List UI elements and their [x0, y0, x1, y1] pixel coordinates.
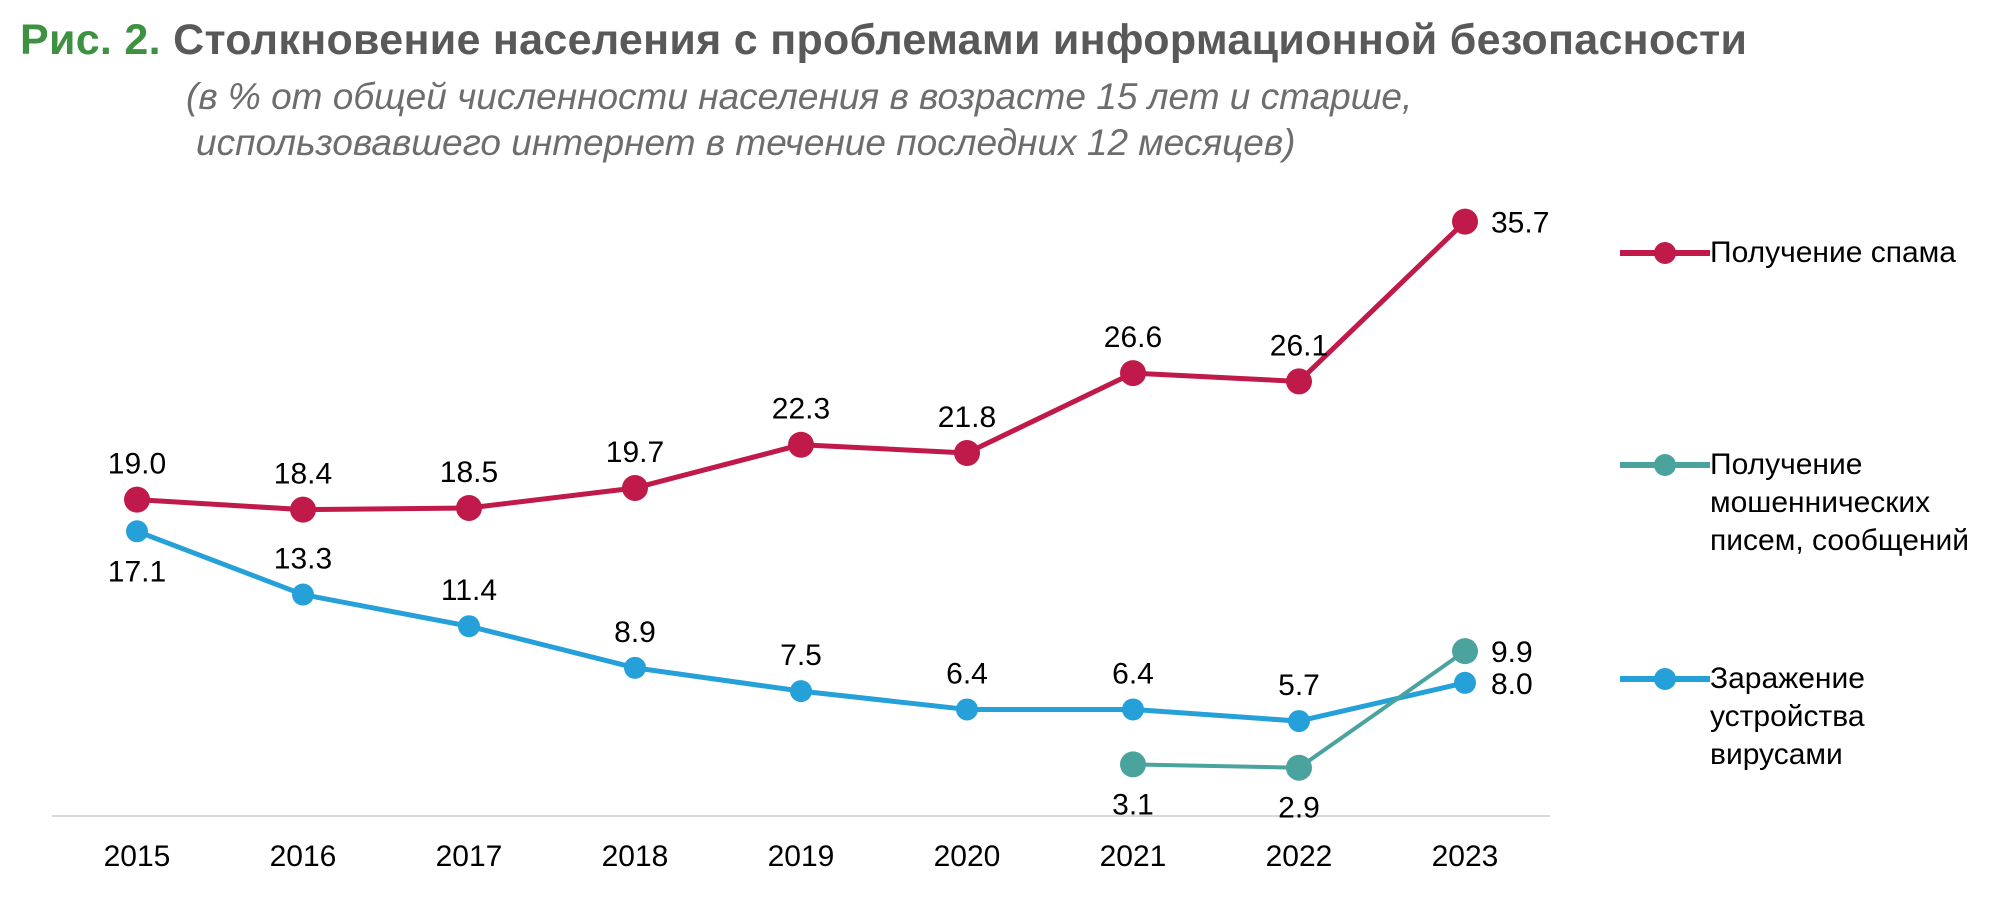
- legend-marker: [1654, 454, 1676, 476]
- legend-label-spam: Получение спама: [1710, 236, 1956, 269]
- data-label-1-2021: 3.1: [1112, 788, 1154, 821]
- data-point-2-2015: [126, 520, 148, 543]
- data-label-0-2022: 26.1: [1270, 329, 1328, 362]
- x-tick-label-2021: 2021: [1100, 840, 1167, 873]
- legend-marker: [1654, 668, 1676, 690]
- data-point-0-2022: [1286, 368, 1312, 395]
- data-point-2-2020: [956, 698, 978, 721]
- legend-marker: [1654, 242, 1676, 264]
- series-2: 17.1 13.3 11.4 8.9 7.5 6.4 6.4 5.7 8.0: [108, 520, 1533, 733]
- x-tick-label-2023: 2023: [1432, 840, 1499, 873]
- legend-item-fraud: Получение мошеннических писем, сообщений: [1620, 448, 2010, 560]
- data-point-2-2021: [1122, 698, 1144, 721]
- data-label-0-2021: 26.6: [1104, 321, 1162, 354]
- data-label-2-2021: 6.4: [1112, 657, 1154, 690]
- data-label-1-2023: 9.9: [1491, 636, 1533, 669]
- legend-label-fraud: Получение мошеннических писем, сообщений: [1710, 448, 1969, 557]
- data-point-0-2017: [456, 494, 482, 521]
- series-0: 19.0 18.4 18.5 19.7 22.3 21.8 26.6 26.1 35.7: [108, 207, 1549, 523]
- data-label-2-2020: 6.4: [946, 657, 988, 690]
- data-point-1-2023: [1452, 638, 1478, 665]
- data-point-2-2016: [292, 583, 314, 606]
- data-label-0-2015: 19.0: [108, 448, 166, 481]
- data-point-0-2020: [954, 440, 980, 467]
- legend-item-virus: Заражение устройства вирусами: [1620, 662, 2010, 774]
- data-label-0-2018: 19.7: [606, 436, 664, 469]
- data-point-0-2021: [1120, 360, 1146, 387]
- chart-subtitle: (в % от общей численности населения в во…: [186, 74, 1412, 166]
- x-tick-label-2019: 2019: [768, 840, 835, 873]
- series-1: 3.1 2.9 9.9: [1112, 636, 1533, 825]
- legend-swatch-spam: [1620, 238, 1710, 268]
- data-label-2-2019: 7.5: [780, 639, 822, 672]
- data-point-2-2018: [624, 656, 646, 679]
- subtitle-line-1: (в % от общей численности населения в во…: [186, 76, 1413, 117]
- title-text: Столкновение населения с проблемами инфо…: [173, 16, 1748, 64]
- series-layer: 19.0 18.4 18.5 19.7 22.3 21.8 26.6 26.1 35.7 17.1…: [108, 207, 1550, 825]
- legend-swatch-virus: [1620, 664, 1710, 694]
- x-tick-label-2020: 2020: [934, 840, 1001, 873]
- data-label-2-2015: 17.1: [108, 555, 166, 588]
- data-point-1-2021: [1120, 751, 1146, 778]
- data-point-2-2017: [458, 615, 480, 638]
- line-chart: 19.0 18.4 18.5 19.7 22.3 21.8 26.6 26.1 35.7 17.1…: [52, 207, 1550, 873]
- series-line-0: [134, 219, 1468, 513]
- data-label-0-2023: 35.7: [1491, 207, 1549, 240]
- data-point-0-2015: [124, 486, 150, 513]
- data-point-1-2022: [1286, 754, 1312, 781]
- legend: Получение спама Получение мошеннических …: [1620, 0, 2010, 900]
- data-point-0-2019: [788, 431, 814, 458]
- data-label-2-2017: 11.4: [441, 574, 497, 607]
- data-label-0-2020: 21.8: [938, 401, 996, 434]
- x-tick-label-2017: 2017: [436, 840, 503, 873]
- legend-swatch-fraud: [1620, 450, 1710, 480]
- data-point-0-2023: [1452, 208, 1478, 235]
- data-label-2-2023: 8.0: [1491, 668, 1533, 701]
- legend-item-spam: Получение спама: [1620, 236, 2010, 272]
- data-label-2-2022: 5.7: [1278, 669, 1320, 702]
- x-tick-label-2022: 2022: [1266, 840, 1333, 873]
- x-tick-label-2018: 2018: [602, 840, 669, 873]
- data-label-0-2019: 22.3: [772, 393, 830, 426]
- data-point-0-2016: [290, 496, 316, 523]
- legend-label-virus: Заражение устройства вирусами: [1710, 662, 1865, 771]
- chart-title: Рис. 2. Столкновение населения с проблем…: [20, 16, 1747, 65]
- data-point-2-2022: [1288, 710, 1310, 733]
- subtitle-line-2: использовавшего интернет в течение после…: [196, 122, 1296, 163]
- data-point-2-2019: [790, 680, 812, 703]
- data-label-2-2018: 8.9: [614, 616, 656, 649]
- data-label-1-2022: 2.9: [1278, 792, 1320, 825]
- x-tick-labels: 2015 2016 2017 2018 2019 2020 2021 2022 2023: [104, 840, 1499, 873]
- data-point-0-2018: [622, 474, 648, 501]
- data-label-0-2017: 18.5: [440, 456, 498, 489]
- x-tick-label-2016: 2016: [270, 840, 337, 873]
- x-tick-label-2015: 2015: [104, 840, 171, 873]
- figure-number: Рис. 2.: [20, 16, 161, 64]
- data-label-0-2016: 18.4: [274, 458, 332, 491]
- data-point-2-2023: [1454, 671, 1476, 694]
- data-label-2-2016: 13.3: [274, 543, 332, 576]
